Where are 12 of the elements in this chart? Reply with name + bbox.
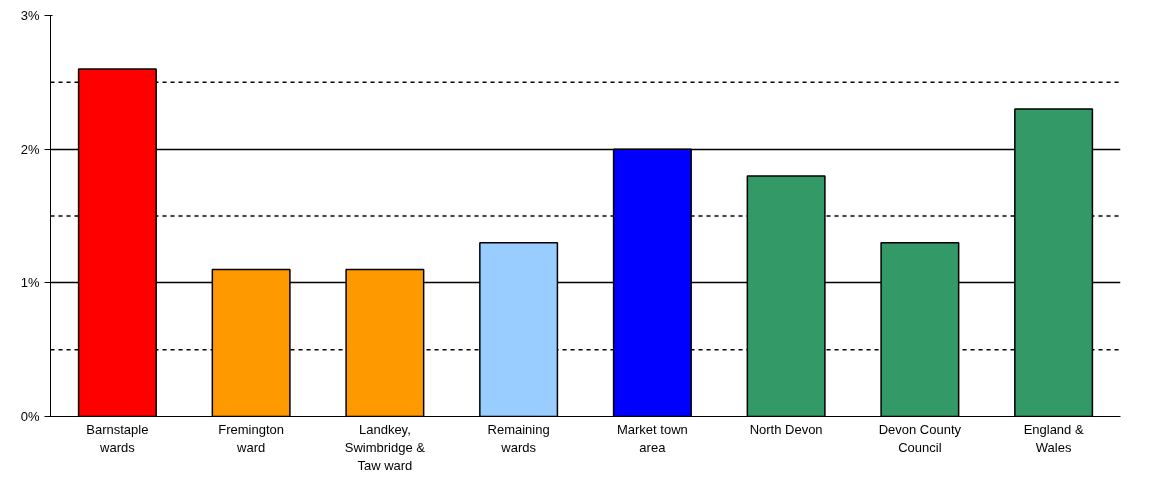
y-tick-label: 2% (20, 141, 40, 157)
x-tick-label: Fremington ward (218, 421, 284, 455)
x-tick-label: North Devon (749, 421, 823, 437)
x-tick-label: Devon County Council (878, 421, 962, 455)
x-tick-label: England & Wales (1023, 421, 1084, 455)
x-tick-label: Remaining wards (487, 421, 550, 455)
y-tick-label: 3% (20, 8, 40, 23)
y-tick-label: 0% (20, 409, 40, 424)
x-tick-label: Landkey, Swimbridge & Taw ward (344, 421, 426, 473)
x-tick-label: Barnstaple wards (86, 421, 149, 455)
y-tick-label: 1% (20, 275, 40, 291)
x-tick-label: Market town area (616, 421, 688, 455)
